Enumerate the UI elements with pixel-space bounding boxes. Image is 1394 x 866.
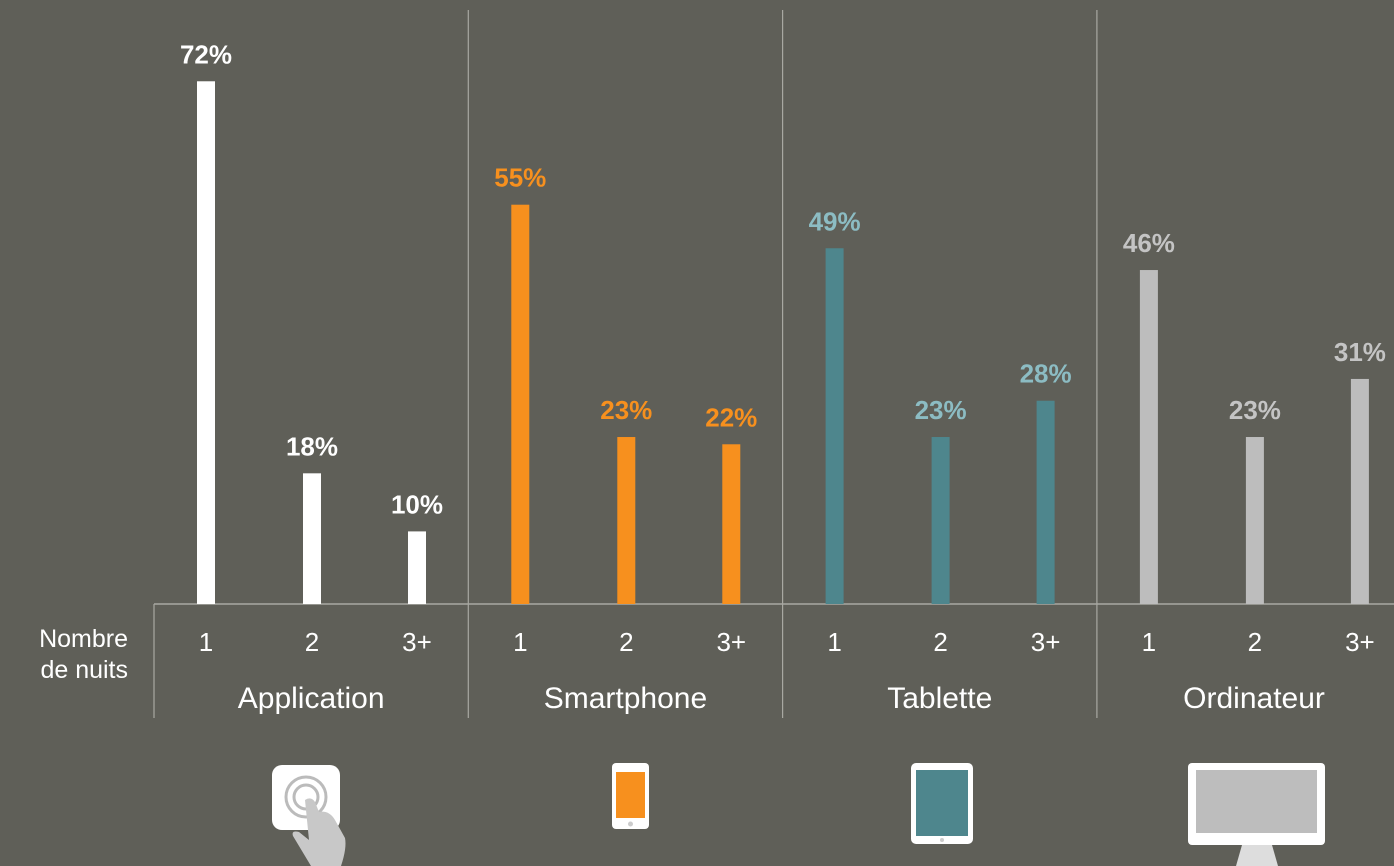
bar [617,437,636,604]
value-label: 22% [705,402,757,432]
value-label: 10% [391,489,443,519]
bar [1139,270,1158,604]
x-tick-label: 3+ [1031,627,1061,657]
value-label: 49% [809,206,861,236]
x-tick-label: 3+ [716,627,746,657]
bar [1036,400,1055,604]
value-label: 55% [494,163,546,193]
bar [722,444,741,604]
bar [1245,437,1264,604]
bar [931,437,950,604]
tablet-icon [911,763,973,844]
x-tick-label: 2 [933,627,947,657]
app-icon [272,765,346,866]
x-tick-label: 1 [199,627,213,657]
x-tick-label: 2 [619,627,633,657]
x-tick-label: 2 [305,627,319,657]
value-label: 23% [1229,395,1281,425]
bar [825,248,844,604]
group-label: Smartphone [544,682,707,715]
x-tick-label: 3+ [1345,627,1375,657]
value-label: 72% [180,39,232,69]
bar [197,81,215,604]
bar [303,473,321,604]
bar [1350,378,1369,604]
group-label: Tablette [887,682,992,715]
x-tick-label: 3+ [402,627,432,657]
value-label: 23% [915,395,967,425]
x-axis-label: Nombre de nuits [39,625,128,684]
bar [408,531,426,604]
group-label: Application [238,682,385,715]
x-tick-label: 2 [1248,627,1262,657]
value-label: 28% [1020,359,1072,389]
value-label: 31% [1334,337,1386,367]
x-tick-label: 1 [513,627,527,657]
group-label: Ordinateur [1183,682,1325,715]
x-tick-label: 1 [827,627,841,657]
value-label: 46% [1123,228,1175,258]
value-label: 23% [600,395,652,425]
value-label: 18% [286,431,338,461]
smartphone-icon [612,763,649,829]
x-tick-label: 1 [1142,627,1156,657]
monitor-icon [1188,763,1325,866]
bar [511,204,530,604]
